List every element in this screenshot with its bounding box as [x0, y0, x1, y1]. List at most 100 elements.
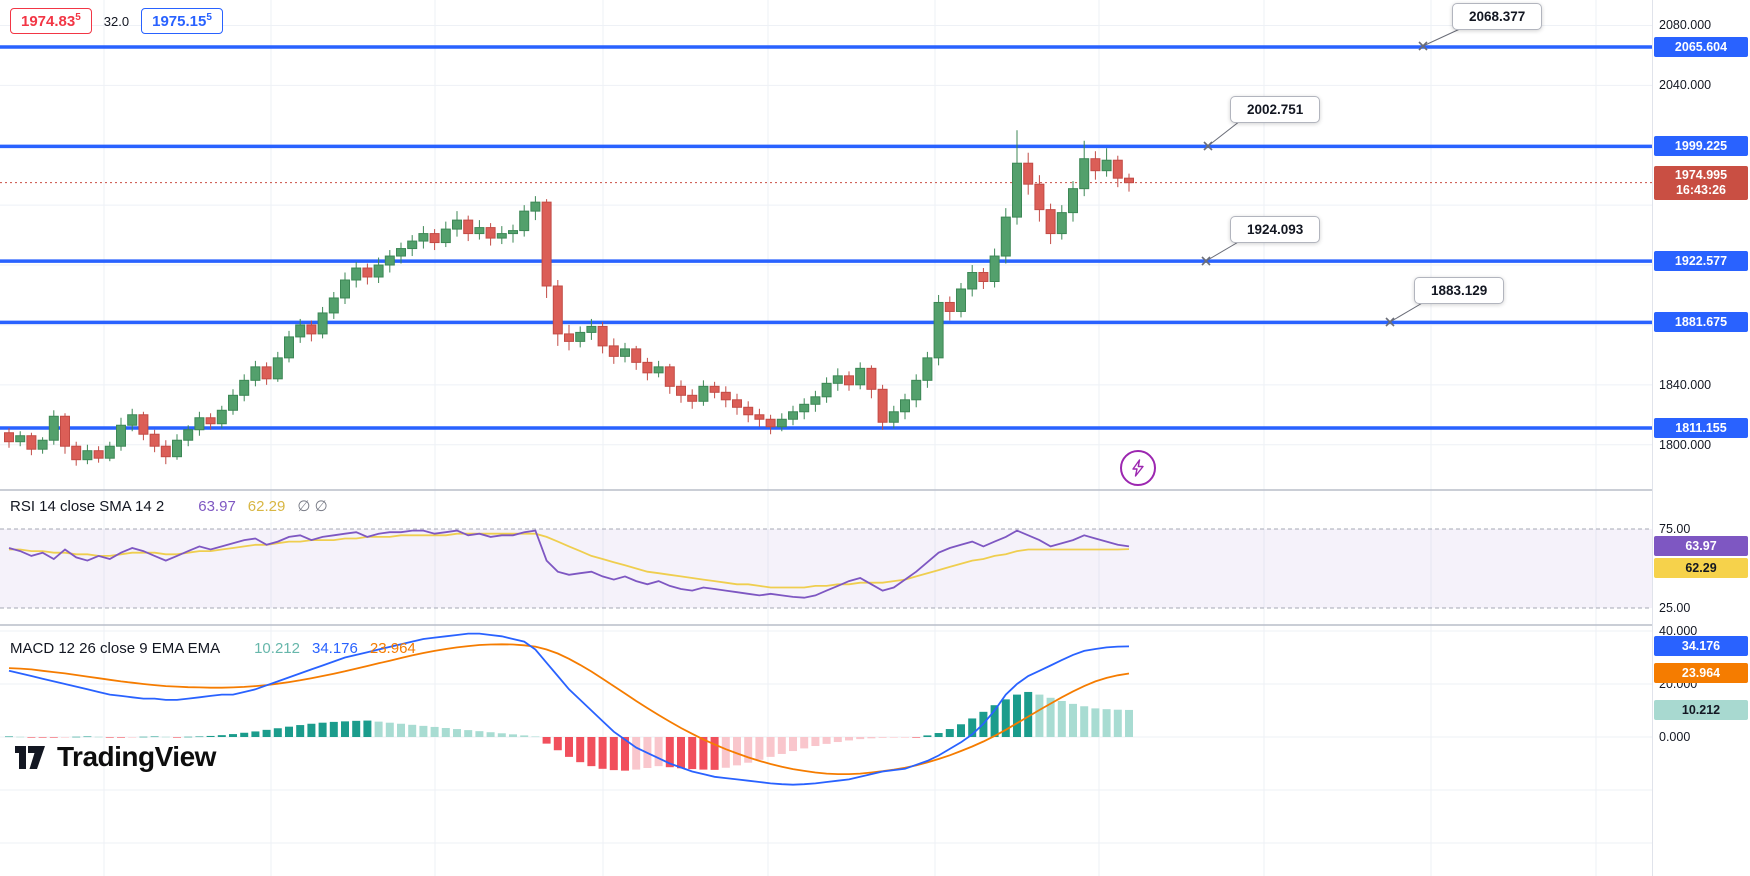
- candle-body: [407, 240, 418, 250]
- macd-histogram-bar: [453, 729, 461, 737]
- macd-histogram-bar: [553, 737, 562, 751]
- rsi-sma-badge: 62.29: [1654, 558, 1748, 579]
- macd-histogram-bar: [509, 734, 517, 737]
- candle-body: [104, 445, 115, 459]
- candle-body: [228, 394, 238, 411]
- macd-histogram-bar: [273, 728, 282, 737]
- macd-histogram-bar: [229, 734, 237, 737]
- candle-body: [328, 297, 339, 314]
- candle-body: [676, 385, 686, 396]
- macd-histogram-bar: [1091, 708, 1100, 737]
- macd-histogram-bar: [878, 737, 887, 738]
- price-callout[interactable]: 1924.093: [1230, 216, 1321, 243]
- candle-body: [48, 415, 59, 441]
- price-callout[interactable]: 1883.129: [1414, 277, 1505, 304]
- candle-body: [1112, 159, 1123, 179]
- macd-histogram-bar: [699, 737, 708, 770]
- candle-body: [754, 414, 765, 420]
- macd-histogram-bar: [934, 733, 943, 737]
- candle-body: [1068, 188, 1078, 214]
- candle-body: [1090, 158, 1101, 172]
- candle-body: [1045, 209, 1056, 235]
- macd-histogram-bar: [901, 737, 909, 738]
- tradingview-logo[interactable]: TradingView: [14, 741, 216, 773]
- macd-histogram-bar: [576, 737, 585, 763]
- macd-histogram-bar: [1046, 697, 1055, 737]
- macd-signal-line: [8, 643, 1130, 775]
- sell-price-button[interactable]: 1974.835: [10, 8, 92, 34]
- candle-body: [452, 219, 462, 230]
- macd-hist-badge: 10.212: [1654, 699, 1748, 720]
- macd-signal-value: 23.964: [369, 640, 416, 657]
- candle-body: [60, 415, 70, 447]
- macd-histogram-bar: [150, 736, 159, 738]
- quick-trade-button[interactable]: [1120, 450, 1156, 486]
- price-axis[interactable]: 2080.000 2040.000 1840.000 1800.000 2065.604…: [1653, 0, 1750, 876]
- macd-histogram-bar: [38, 737, 47, 738]
- tradingview-logo-text: TradingView: [57, 741, 216, 772]
- macd-histogram-bar: [497, 733, 506, 737]
- macd-histogram-bar: [1080, 706, 1089, 737]
- macd-histogram-bar: [755, 737, 764, 760]
- candle-body: [340, 279, 350, 299]
- macd-histogram-bar: [609, 737, 618, 771]
- macd-histogram-bar: [923, 735, 932, 737]
- buy-price-button[interactable]: 1975.155: [141, 8, 223, 34]
- level-price-badge: 1999.225: [1654, 136, 1748, 157]
- candle-body: [351, 267, 362, 281]
- macd-histogram-bar: [117, 737, 125, 738]
- level-price-badge: 2065.604: [1654, 37, 1748, 57]
- macd-histogram-bar: [520, 735, 529, 737]
- candle-body: [709, 385, 720, 393]
- rsi-legend-title[interactable]: RSI 14 close SMA 14 2: [10, 497, 165, 515]
- candle-body: [26, 435, 37, 450]
- price-callout[interactable]: 2068.377: [1452, 3, 1543, 30]
- macd-histogram-bar: [408, 724, 417, 737]
- candle-body: [911, 379, 922, 401]
- candle-body: [541, 201, 552, 287]
- rsi-band: [0, 529, 1652, 608]
- macd-histogram-bar: [867, 737, 876, 739]
- candle-body: [810, 396, 821, 405]
- macd-histogram-bar: [352, 720, 361, 737]
- candle-body: [653, 366, 664, 374]
- candle-body: [597, 325, 608, 347]
- macd-axis-label: 40.000: [1659, 624, 1698, 638]
- macd-line: [8, 632, 1130, 786]
- candle-body: [888, 411, 899, 423]
- candle-body: [698, 385, 709, 402]
- macd-histogram-bar: [5, 736, 13, 738]
- candle-body: [866, 367, 877, 390]
- candle-body: [71, 445, 82, 461]
- sell-price: 1974.83: [21, 13, 76, 30]
- candle-body: [642, 361, 653, 374]
- price-callout[interactable]: 2002.751: [1230, 96, 1321, 123]
- macd-histogram-bar: [1057, 700, 1066, 737]
- candle-body: [205, 417, 216, 425]
- candle-body: [284, 336, 294, 359]
- candle-body: [396, 248, 406, 257]
- rsi-sma-line: [9, 532, 1130, 589]
- macd-histogram-bar: [789, 737, 797, 752]
- rsi-line: [8, 529, 1130, 599]
- macd-histogram-bar: [72, 736, 81, 738]
- candle-body: [183, 429, 194, 441]
- candle-body: [855, 367, 866, 386]
- level-price-badge: 1881.675: [1654, 312, 1748, 333]
- candle-body: [687, 394, 698, 402]
- rsi-empty-values: ∅ ∅: [297, 498, 328, 515]
- candle-body: [1023, 162, 1034, 185]
- price-axis-label: 2040.000: [1659, 78, 1712, 93]
- macd-legend-title[interactable]: MACD 12 26 close 9 EMA EMA: [10, 640, 221, 657]
- macd-histogram-bar: [912, 737, 921, 738]
- callout-anchor-x: [1201, 256, 1211, 266]
- candle-body: [138, 414, 149, 435]
- macd-histogram-bar: [464, 730, 473, 737]
- candle-body: [160, 445, 171, 458]
- candle-body: [440, 228, 451, 244]
- candle-body: [216, 409, 227, 425]
- macd-histogram-bar: [744, 737, 753, 763]
- macd-histogram-bar: [83, 736, 92, 738]
- macd-histogram-bar: [833, 737, 842, 743]
